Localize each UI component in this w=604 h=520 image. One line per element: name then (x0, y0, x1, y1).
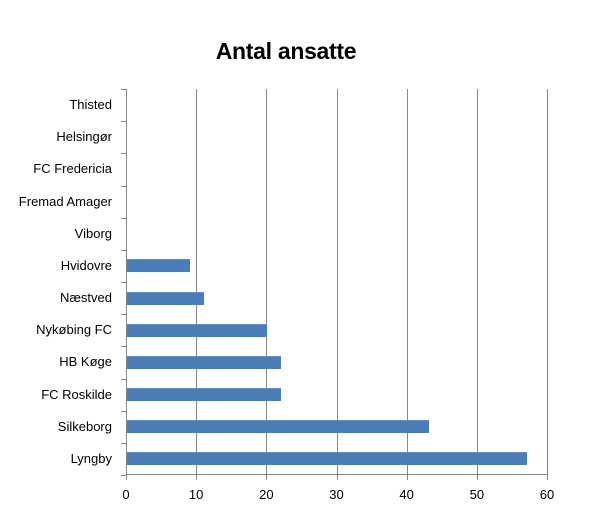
y-tick (121, 378, 126, 380)
gridline (196, 89, 198, 475)
category-label: Nykøbing FC (36, 322, 112, 338)
category-label: Lyngby (70, 450, 112, 466)
x-tick (196, 475, 198, 480)
y-tick (121, 121, 126, 123)
x-tick-label: 20 (259, 487, 274, 502)
bar[interactable] (127, 291, 205, 305)
x-tick (126, 475, 127, 480)
bar[interactable] (127, 323, 268, 337)
bar[interactable] (127, 420, 429, 434)
x-tick (476, 475, 478, 480)
y-tick (121, 282, 126, 283)
x-tick (336, 475, 338, 480)
category-label: Fremad Amager (18, 193, 112, 209)
category-label: Hvidovre (60, 257, 112, 273)
x-tick-label: 40 (399, 487, 414, 502)
bar[interactable] (127, 355, 282, 369)
category-label: Silkeborg (57, 418, 112, 434)
y-tick (121, 89, 126, 90)
x-tick (547, 475, 548, 480)
y-axis-line (126, 89, 127, 475)
category-label: Næstved (59, 290, 112, 306)
category-label: FC Roskilde (41, 386, 112, 402)
x-tick (406, 475, 408, 480)
y-tick (121, 217, 126, 219)
category-label: FC Fredericia (33, 161, 112, 177)
bar[interactable] (127, 452, 527, 466)
gridline (336, 89, 338, 475)
category-label: HB Køge (59, 354, 112, 370)
x-tick-label: 60 (539, 487, 555, 502)
y-tick (121, 153, 126, 155)
chart-title: Antal ansatte (215, 38, 357, 64)
y-tick (121, 314, 126, 316)
gridline (476, 89, 478, 475)
bar[interactable] (127, 259, 191, 273)
x-tick-label: 30 (329, 487, 344, 502)
y-tick (121, 185, 126, 187)
y-tick (121, 249, 126, 251)
category-label: Helsingør (56, 129, 112, 145)
gridline (406, 89, 408, 475)
x-tick (266, 475, 268, 480)
category-label: Thisted (69, 97, 112, 113)
bar[interactable] (127, 388, 282, 402)
y-tick (121, 410, 126, 412)
x-tick-label: 0 (122, 487, 130, 502)
y-tick (121, 346, 126, 348)
x-tick-label: 10 (188, 487, 204, 502)
x-tick-label: 50 (469, 487, 485, 502)
gridline (266, 89, 268, 475)
y-tick (121, 442, 126, 444)
gridline (547, 89, 548, 475)
plot-area (121, 89, 548, 480)
y-tick (121, 475, 126, 476)
category-label: Viborg (74, 225, 112, 241)
